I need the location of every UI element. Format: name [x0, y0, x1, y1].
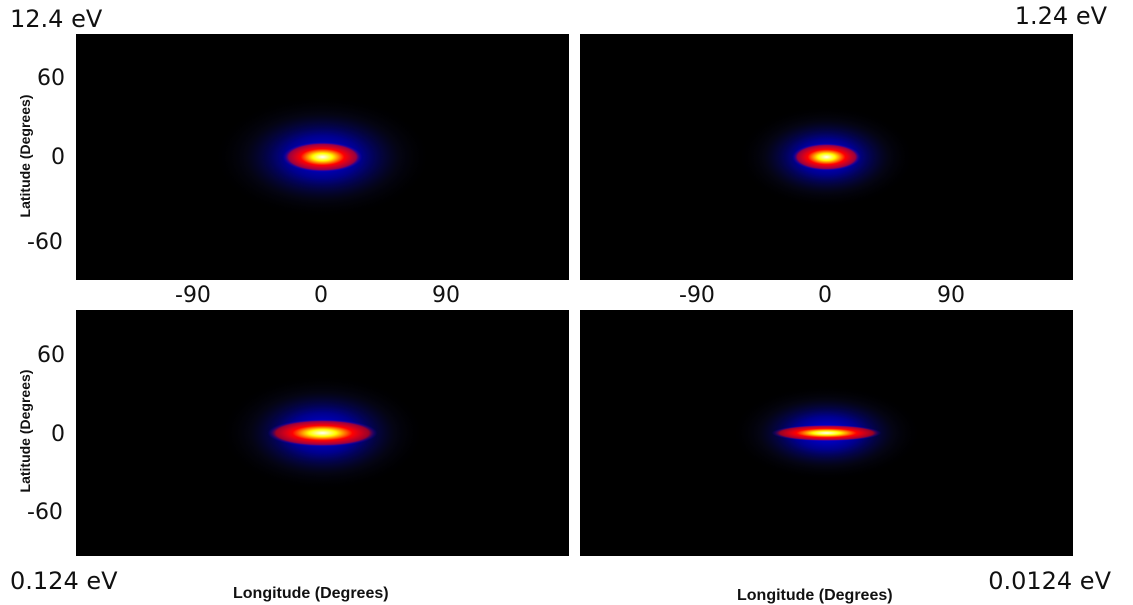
- heatmap-bottom-right: [580, 310, 1073, 556]
- y-tick-label: -60: [27, 500, 63, 525]
- energy-label-bottom-right: 0.0124 eV: [988, 567, 1111, 595]
- heatmap-core: [282, 141, 363, 173]
- y-tick-label: 0: [51, 422, 65, 447]
- y-tick-label: 0: [51, 145, 65, 170]
- y-axis-label-top: Latitude (Degrees): [17, 94, 33, 218]
- x-tick-label: 0: [314, 283, 328, 308]
- energy-label-top-left: 12.4 eV: [10, 5, 103, 33]
- x-tick-label: 0: [818, 283, 832, 308]
- heatmap-bottom-left: [76, 310, 569, 556]
- x-tick-label: -90: [679, 283, 715, 308]
- panel-bottom-right: [580, 310, 1073, 556]
- energy-label-top-right: 1.24 eV: [1014, 2, 1107, 30]
- energy-label-bottom-left: 0.124 eV: [10, 567, 118, 595]
- panel-bottom-left: [76, 310, 569, 556]
- panel-top-right: [580, 34, 1073, 280]
- heatmap-core: [792, 143, 861, 171]
- x-axis-label-left: Longitude (Degrees): [233, 585, 389, 602]
- y-tick-label: -60: [27, 230, 63, 255]
- panel-top-left: [76, 34, 569, 280]
- x-tick-label: 90: [937, 283, 965, 308]
- heatmap-top-left: [76, 34, 569, 280]
- y-axis-label-bottom: Latitude (Degrees): [17, 369, 33, 493]
- y-tick-label: 60: [37, 343, 65, 368]
- x-axis-label-right: Longitude (Degrees): [737, 587, 893, 604]
- heatmap-top-right: [580, 34, 1073, 280]
- heatmap-core: [771, 424, 882, 442]
- heatmap-core: [267, 419, 378, 447]
- x-tick-label: 90: [432, 283, 460, 308]
- y-tick-label: 60: [37, 66, 65, 91]
- x-tick-label: -90: [175, 283, 211, 308]
